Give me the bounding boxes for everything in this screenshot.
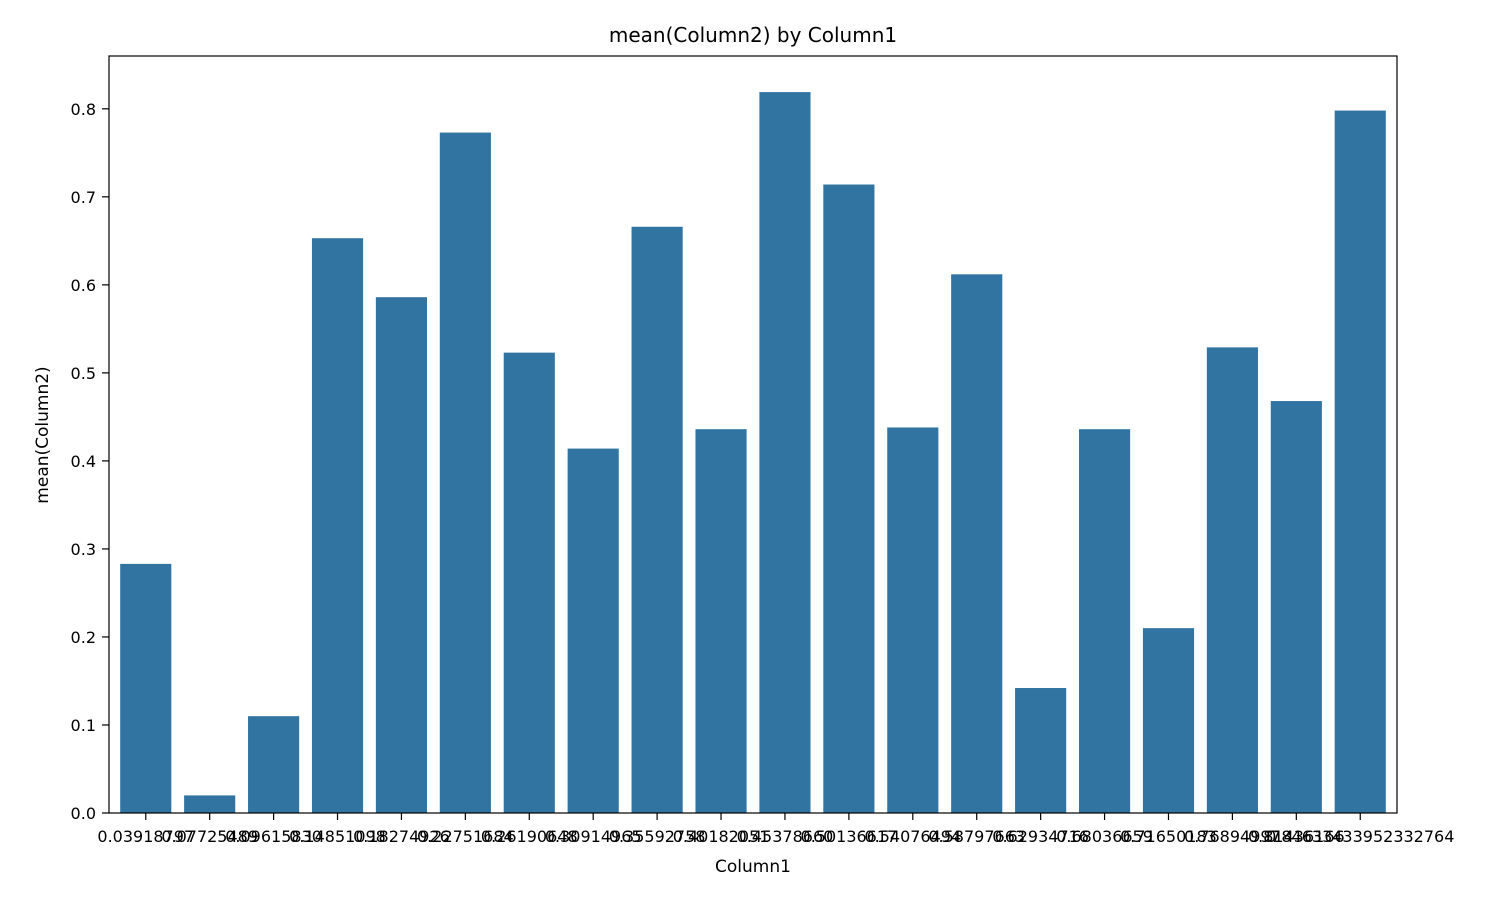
x-axis-label: Column1 [715, 857, 791, 877]
bar-5 [375, 297, 428, 813]
y-tick-label-2: 0.2 [71, 628, 96, 647]
x-tick-label-6: 0.22751684 [417, 827, 514, 846]
bar-16 [1079, 429, 1131, 813]
bars-group [120, 92, 1386, 814]
bar-11 [759, 92, 811, 814]
x-tick-label-9: 0.35592758 [609, 827, 706, 846]
bar-10 [695, 429, 747, 813]
chart-title: mean(Column2) by Column1 [609, 23, 897, 47]
x-tick-label-11: 0.45378660 [737, 827, 834, 846]
y-axis: 0.0 0.1 0.2 0.3 0.4 0.5 0.6 0.7 0.8 [71, 100, 109, 823]
bar-8 [567, 448, 619, 813]
x-tick-label-12: 0.50136617 [801, 827, 898, 846]
bar-19 [1270, 401, 1322, 813]
y-tick-label-1: 0.1 [71, 716, 96, 735]
y-tick-label-4: 0.4 [71, 452, 96, 471]
bar-13 [887, 427, 939, 813]
bar-1 [120, 563, 172, 813]
y-tick-label-0: 0.0 [71, 804, 96, 823]
x-tick-label-5: 0.18274926 [353, 827, 450, 846]
bar-3 [248, 716, 300, 813]
y-axis-label: mean(Column2) [33, 366, 53, 503]
x-tick-label-7: 0.26190648 [481, 827, 578, 846]
x-axis: 0.039187970.077254890.096158300.14851098… [97, 813, 1454, 846]
x-tick-label-1: 0.03918797 [97, 827, 194, 846]
y-tick-label-8: 0.8 [71, 100, 96, 119]
x-tick-label-3: 0.09615830 [225, 827, 322, 846]
bar-6 [439, 132, 491, 813]
x-tick-label-15: 0.62934716 [992, 827, 1089, 846]
x-tick-label-2: 0.07725489 [161, 827, 258, 846]
bar-2 [184, 795, 236, 813]
bar-17 [1142, 628, 1195, 813]
bar-7 [503, 352, 555, 813]
x-tick-label-17: 0.71650183 [1120, 827, 1217, 846]
bar-20 [1334, 110, 1386, 813]
x-tick-label-19: 0.81436166 [1248, 827, 1345, 846]
y-tick-label-5: 0.5 [71, 364, 96, 383]
y-tick-label-7: 0.7 [71, 188, 96, 207]
x-tick-label-18: 0.76894997 [1184, 827, 1281, 846]
bar-12 [823, 184, 875, 813]
x-tick-label-16: 0.68036659 [1056, 827, 1153, 846]
y-tick-label-3: 0.3 [71, 540, 96, 559]
bar-4 [311, 238, 364, 813]
x-tick-label-10: 0.40182051 [673, 827, 770, 846]
plot-frame [108, 55, 1398, 814]
x-tick-label-14: 0.58797663 [928, 827, 1025, 846]
bar-18 [1206, 347, 1258, 813]
bar-14 [951, 274, 1003, 813]
x-tick-label-4: 0.14851098 [289, 827, 386, 846]
y-tick-label-6: 0.6 [71, 276, 96, 295]
x-tick-label-20: 0.84633433952332764 [1266, 827, 1454, 846]
bar-15 [1015, 688, 1067, 813]
x-tick-label-13: 0.54076494 [864, 827, 961, 846]
bar-9 [631, 226, 683, 813]
x-tick-label-8: 0.30914965 [545, 827, 642, 846]
